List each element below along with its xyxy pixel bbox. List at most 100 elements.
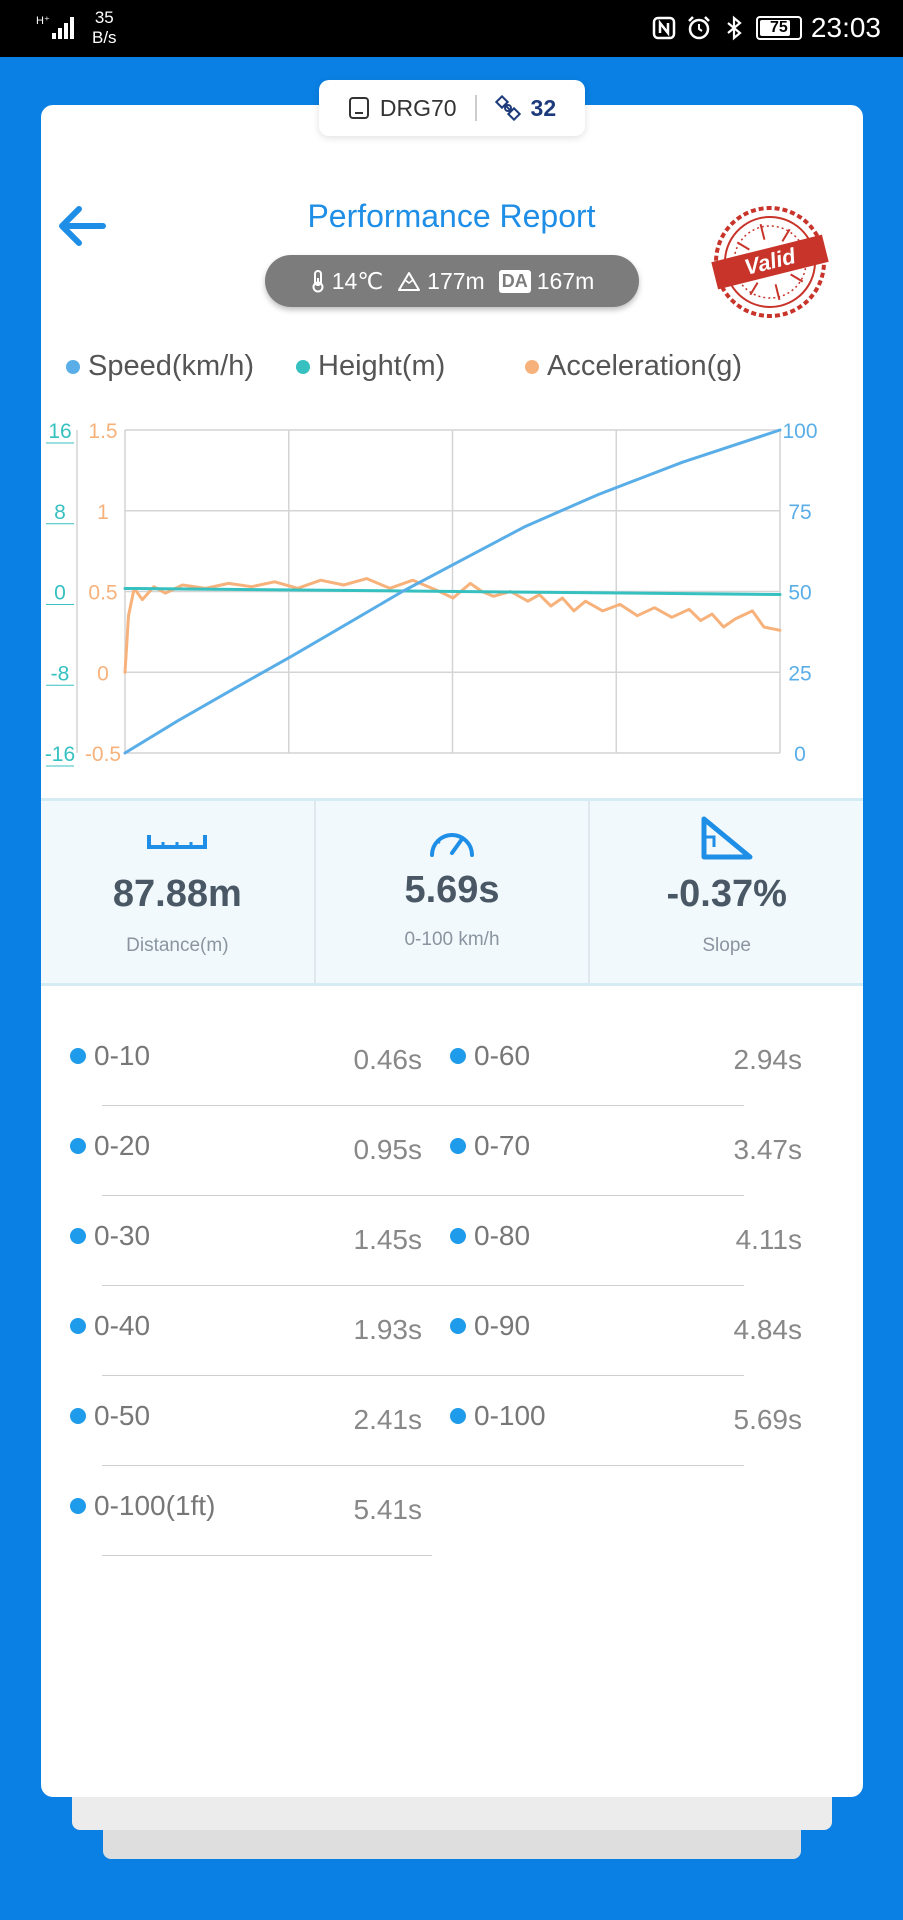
split-label: 0-30 [70, 1220, 150, 1252]
height-tick-label: 8 [54, 501, 66, 524]
split-dot-icon [450, 1138, 466, 1154]
split-label: 0-80 [450, 1220, 530, 1252]
battery-icon: 75 [755, 16, 802, 40]
split-time: 3.47s [733, 1134, 803, 1165]
satellite-count: 32 [530, 94, 557, 121]
split-divider [102, 1465, 744, 1466]
split-label: 0-50 [70, 1400, 150, 1432]
signal-icon: H⁺ [36, 15, 74, 39]
legend-height-dot [296, 359, 310, 374]
acceleration-tick-label: 0 [97, 662, 109, 685]
legend-acceleration-dot [525, 359, 539, 374]
split-divider [102, 1105, 744, 1106]
bluetooth-icon [727, 15, 742, 41]
split-label: 0-40 [70, 1310, 150, 1342]
speed-tick-label: 0 [794, 743, 806, 766]
height-tick-label: -8 [51, 662, 70, 685]
split-range: 0-10 [94, 1040, 151, 1071]
split-label: 0-90 [450, 1310, 530, 1342]
split-range: 0-90 [474, 1310, 531, 1341]
performance-chart: 16 8 0 -8 -16 1.5 1 0.5 0 -0.5 100 75 50 25 0 [45, 420, 818, 767]
acceleration-tick-label: 1.5 [88, 420, 117, 443]
density-altitude-icon: DA [498, 269, 531, 293]
conditions-bar: 14℃ 177m DA 167m [265, 255, 639, 307]
acceleration-tick-label: 0.5 [88, 582, 117, 605]
page-title: Performance Report [307, 198, 596, 234]
split-label: 0-20 [70, 1130, 150, 1162]
split-divider [102, 1285, 744, 1286]
temperature-value: 14℃ [331, 267, 384, 294]
altitude: 177m [397, 268, 485, 295]
split-time: 1.45s [353, 1224, 423, 1255]
split-dot-icon [70, 1498, 86, 1514]
back-arrow-icon[interactable] [55, 200, 107, 252]
split-time: 1.93s [353, 1314, 423, 1345]
split-range: 0-30 [94, 1220, 151, 1251]
split-time: 5.41s [353, 1494, 423, 1525]
legend-speed-label: Speed(km/h) [88, 350, 255, 382]
height-series-line [123, 587, 782, 596]
divider [474, 95, 477, 121]
device-name: DRG70 [379, 94, 457, 121]
satellite-icon [494, 95, 521, 121]
split-dot-icon [450, 1408, 466, 1424]
network-speed-unit: B/s [92, 28, 117, 47]
network-speed: 35 B/s [92, 8, 117, 48]
split-label: 0-70 [450, 1130, 530, 1162]
stat-distance: 87.88m Distance(m) [41, 801, 314, 983]
distance-label: Distance(m) [126, 935, 229, 956]
altitude-value: 177m [427, 267, 485, 294]
split-divider [102, 1375, 744, 1376]
slope-label: Slope [702, 935, 751, 956]
legend-acceleration: Acceleration(g) [525, 350, 742, 383]
chart-legend: Speed(km/h) Height(m) Acceleration(g) [0, 350, 903, 390]
split-label: 0-100 [450, 1400, 546, 1432]
speed-tick-label: 75 [788, 501, 811, 524]
network-speed-value: 35 [94, 8, 114, 27]
clock: 23:03 [810, 12, 881, 43]
split-time: 2.94s [733, 1044, 803, 1075]
split-range: 0-20 [94, 1130, 151, 1161]
split-time: 2.41s [353, 1404, 423, 1435]
height-tick-label: 0 [54, 582, 66, 605]
speed-tick-label: 100 [782, 420, 817, 443]
split-divider [102, 1195, 744, 1196]
acceleration-tick-label: 1 [97, 501, 109, 524]
split-time: 0.46s [353, 1044, 423, 1075]
height-tick-label: -16 [45, 743, 75, 766]
split-range: 0-80 [474, 1220, 531, 1251]
split-dot-icon [70, 1138, 86, 1154]
valid-stamp-icon: Valid [711, 206, 829, 318]
zero-to-hundred-label: 0-100 km/h [404, 929, 500, 950]
battery-level: 75 [770, 19, 788, 36]
legend-speed: Speed(km/h) [66, 350, 254, 383]
split-label: 0-10 [70, 1040, 150, 1072]
split-range: 0-40 [94, 1310, 151, 1341]
status-bar: H⁺ 35 B/s 75 23:03 [0, 0, 903, 57]
speed-tick-label: 50 [788, 582, 811, 605]
stat-slope: -0.37% Slope [588, 801, 863, 983]
split-dot-icon [70, 1408, 86, 1424]
split-divider [102, 1555, 432, 1556]
split-time: 4.11s [735, 1224, 802, 1255]
legend-speed-dot [66, 359, 80, 374]
summary-stats: 87.88m Distance(m) 5.69s 0-100 km/h -0.3… [41, 798, 863, 986]
density-altitude-value: 167m [536, 267, 595, 294]
slope-icon [701, 816, 753, 860]
distance-value: 87.88m [112, 873, 242, 915]
alarm-icon [688, 16, 710, 40]
device-badge[interactable]: DRG70 32 [319, 80, 585, 136]
split-dot-icon [450, 1318, 466, 1334]
height-tick-label: 16 [48, 420, 71, 443]
zero-to-hundred-value: 5.69s [404, 869, 500, 911]
legend-acceleration-label: Acceleration(g) [547, 350, 743, 382]
density-altitude: DA 167m [498, 267, 595, 295]
device-icon [348, 97, 369, 119]
ruler-icon [147, 835, 208, 849]
split-dot-icon [450, 1048, 466, 1064]
split-range: 0-100(1ft) [94, 1490, 216, 1521]
stat-zero-to-hundred: 5.69s 0-100 km/h [313, 801, 589, 983]
split-range: 0-60 [474, 1040, 531, 1071]
speed-series-line [123, 428, 782, 755]
split-time: 5.69s [733, 1404, 803, 1435]
